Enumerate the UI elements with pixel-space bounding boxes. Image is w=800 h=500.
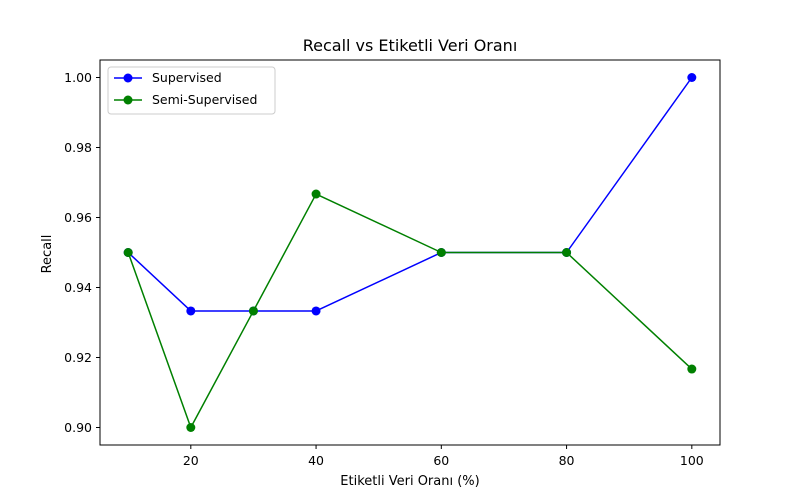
chart-title: Recall vs Etiketli Veri Oranı [303,36,518,55]
legend-marker-supervised [123,73,133,83]
y-tick-label: 0.92 [64,350,92,365]
y-tick-label: 0.90 [64,420,92,435]
data-point-semi-supervised [436,248,446,257]
y-axis-ticks: 0.90 0.92 0.94 0.96 0.98 1.00 [64,70,100,435]
legend-marker-semi-supervised [123,95,133,105]
x-tick-label: 40 [308,453,324,468]
y-tick-label: 1.00 [64,70,92,85]
x-axis-label: Etiketli Veri Oranı (%) [340,474,479,489]
plot-frame [99,59,721,446]
y-tick-label: 0.98 [64,140,92,155]
plot-series [123,73,697,432]
legend-label-supervised: Supervised [152,70,222,85]
data-point-semi-supervised [687,364,697,374]
x-tick-label: 60 [433,453,449,468]
data-point-semi-supervised [123,248,133,257]
legend-label-semi-supervised: Semi-Supervised [152,92,257,107]
data-point-supervised [311,306,321,316]
y-tick-label: 0.96 [64,210,92,225]
y-tick-label: 0.94 [64,280,92,295]
data-point-semi-supervised [562,248,572,257]
data-point-supervised [687,73,697,82]
data-point-semi-supervised [186,423,196,432]
data-point-semi-supervised [248,306,258,316]
x-tick-label: 20 [183,453,199,468]
x-tick-label: 80 [559,453,575,468]
data-point-supervised [186,306,196,316]
legend: Supervised Semi-Supervised [107,66,276,115]
x-tick-label: 100 [680,453,704,468]
data-point-semi-supervised [311,189,321,199]
y-axis-label: Recall [40,235,55,274]
legend-box [107,66,276,115]
x-axis-ticks: 20 40 60 80 100 [183,445,704,468]
